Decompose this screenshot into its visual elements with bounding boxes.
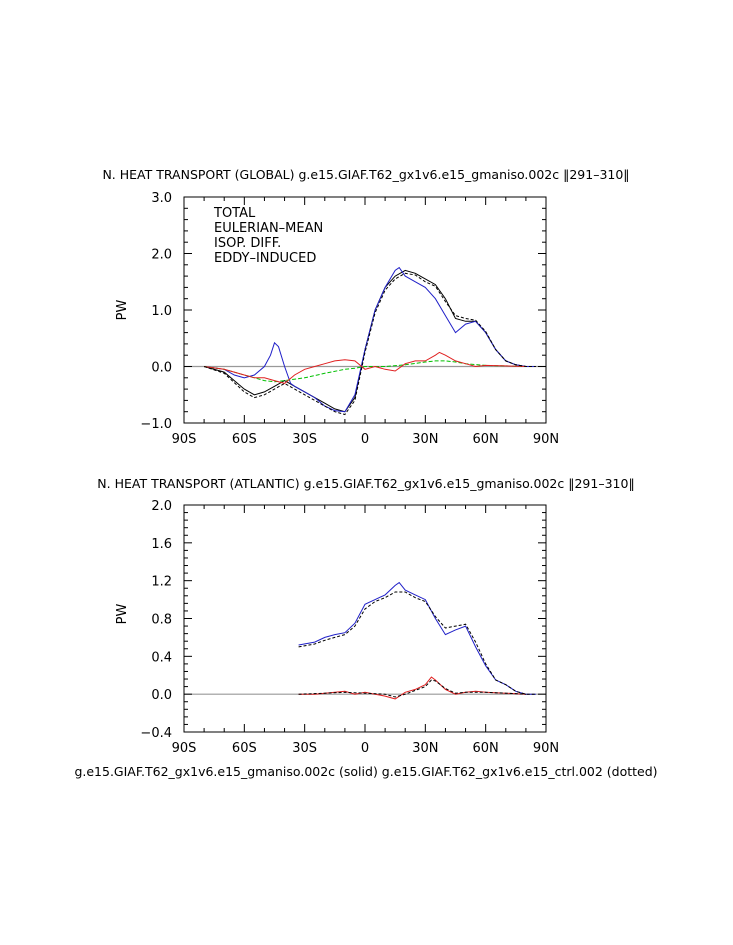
x-tick-label: 0 bbox=[361, 741, 369, 756]
y-tick-label: 1.0 bbox=[151, 304, 172, 319]
x-tick-label: 90S bbox=[172, 741, 197, 756]
y-tick-label: 2.0 bbox=[151, 499, 172, 514]
y-tick-label: 0.0 bbox=[151, 361, 172, 376]
atlantic-plot-area: 90S 60S 30S 0 30N 60N 90N −0.4 0.0 0.4 0.8 1.2 1.6 2.… bbox=[140, 499, 559, 756]
global-chart-title: N. HEAT TRANSPORT (GLOBAL) g.e15.GIAF.T6… bbox=[102, 167, 629, 182]
y-tick-label: −1.0 bbox=[140, 417, 172, 432]
x-tick-label: 90N bbox=[533, 432, 559, 447]
x-tick-label: 0 bbox=[361, 432, 369, 447]
legend-entry: EDDY–INDUCED bbox=[214, 251, 316, 266]
y-tick-label: 2.0 bbox=[151, 248, 172, 263]
y-tick-label: 1.6 bbox=[151, 537, 172, 552]
legend-entry: TOTAL bbox=[213, 206, 256, 221]
y-tick-label: 0.4 bbox=[151, 650, 172, 665]
series-line-1 bbox=[204, 266, 536, 413]
figure-footer: g.e15.GIAF.T62_gx1v6.e15_gmaniso.002c (s… bbox=[74, 764, 657, 779]
series-line-3 bbox=[204, 351, 526, 384]
series-line-2 bbox=[204, 360, 526, 383]
x-tick-label: 90S bbox=[172, 432, 197, 447]
x-tick-label: 60S bbox=[232, 741, 257, 756]
global-ylabel: PW bbox=[115, 300, 130, 321]
y-tick-label: 0.8 bbox=[151, 613, 172, 628]
x-tick-label: 60N bbox=[473, 432, 499, 447]
global-panel: N. HEAT TRANSPORT (GLOBAL) g.e15.GIAF.T6… bbox=[102, 167, 629, 447]
series-line-2 bbox=[298, 591, 536, 695]
atlantic-panel: N. HEAT TRANSPORT (ATLANTIC) g.e15.GIAF.… bbox=[74, 476, 657, 779]
x-tick-label: 30N bbox=[412, 432, 438, 447]
x-tick-label: 60N bbox=[473, 741, 499, 756]
atlantic-chart-title: N. HEAT TRANSPORT (ATLANTIC) g.e15.GIAF.… bbox=[97, 476, 634, 491]
series-line-3 bbox=[298, 679, 526, 698]
legend-entry: EULERIAN–MEAN bbox=[214, 221, 323, 236]
y-tick-label: 0.0 bbox=[151, 688, 172, 703]
series-line-4 bbox=[203, 272, 536, 416]
legend-entry: ISOP. DIFF. bbox=[214, 236, 281, 251]
x-tick-label: 60S bbox=[232, 432, 257, 447]
global-plot-area: 90S 60S 30S 0 30N 60N 90N −1.0 0.0 1.0 2.0 3.0 bbox=[140, 191, 559, 447]
y-tick-label: 3.0 bbox=[151, 191, 172, 206]
atlantic-ylabel: PW bbox=[115, 604, 130, 625]
y-tick-label: −0.4 bbox=[140, 726, 172, 741]
x-tick-label: 90N bbox=[533, 741, 559, 756]
x-tick-label: 30S bbox=[292, 432, 317, 447]
y-tick-label: 1.2 bbox=[151, 575, 172, 590]
x-tick-label: 30S bbox=[292, 741, 317, 756]
x-tick-label: 30N bbox=[412, 741, 438, 756]
